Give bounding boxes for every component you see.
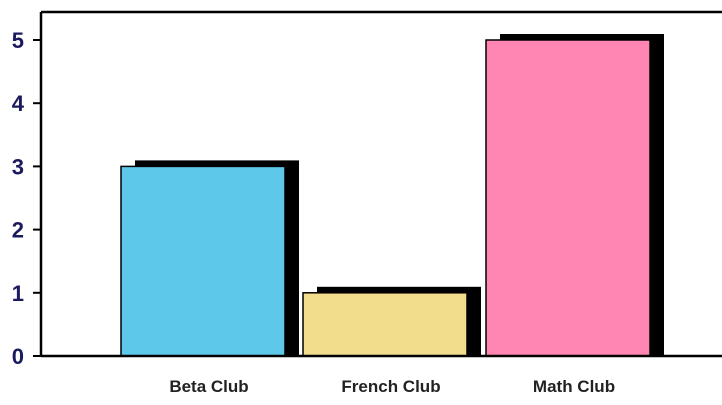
x-tick-label-french-club: French Club (341, 377, 440, 396)
y-tick-label-3: 3 (12, 154, 24, 179)
bar-beta-club (120, 165, 286, 357)
x-tick-label-math-club: Math Club (533, 377, 615, 396)
y-tick-label-1: 1 (12, 281, 24, 306)
x-tick-label-beta-club: Beta Club (169, 377, 248, 396)
bar-french-club (302, 292, 468, 357)
y-tick-label-5: 5 (12, 28, 24, 53)
y-axis-ticks: 0 1 2 3 4 5 (12, 28, 41, 369)
y-tick-label-0: 0 (12, 344, 24, 369)
bars-layer (120, 34, 664, 357)
axes-layer (39, 10, 722, 358)
bar-math-club (485, 39, 651, 357)
x-axis-ticks: Beta Club French Club Math Club (169, 377, 615, 396)
y-tick-label-4: 4 (12, 91, 25, 116)
y-tick-label-2: 2 (12, 218, 24, 243)
